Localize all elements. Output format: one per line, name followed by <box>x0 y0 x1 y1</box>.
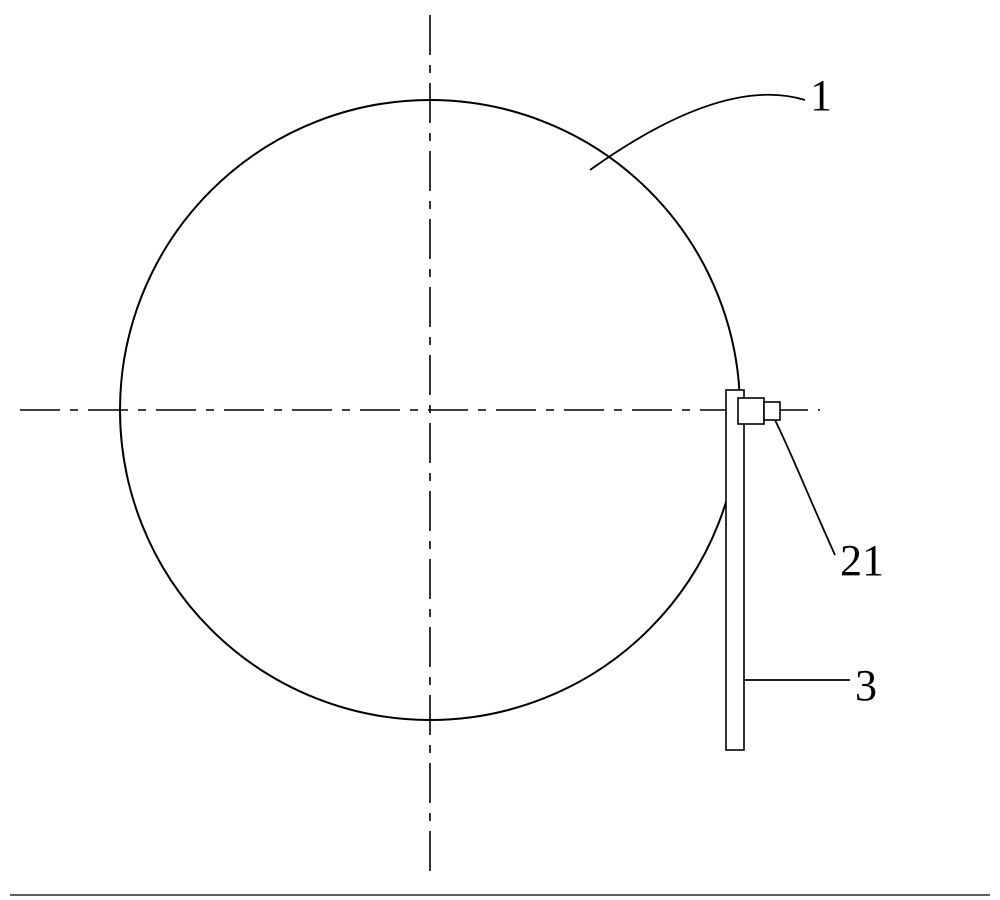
label-3: 3 <box>855 661 877 710</box>
label-21: 21 <box>840 536 884 585</box>
leader-1 <box>590 95 805 170</box>
leader-21 <box>775 420 835 555</box>
bracket-block-1 <box>764 402 780 420</box>
bar-part-3 <box>726 390 744 750</box>
label-1: 1 <box>810 71 832 120</box>
bracket-block-0 <box>738 398 764 424</box>
